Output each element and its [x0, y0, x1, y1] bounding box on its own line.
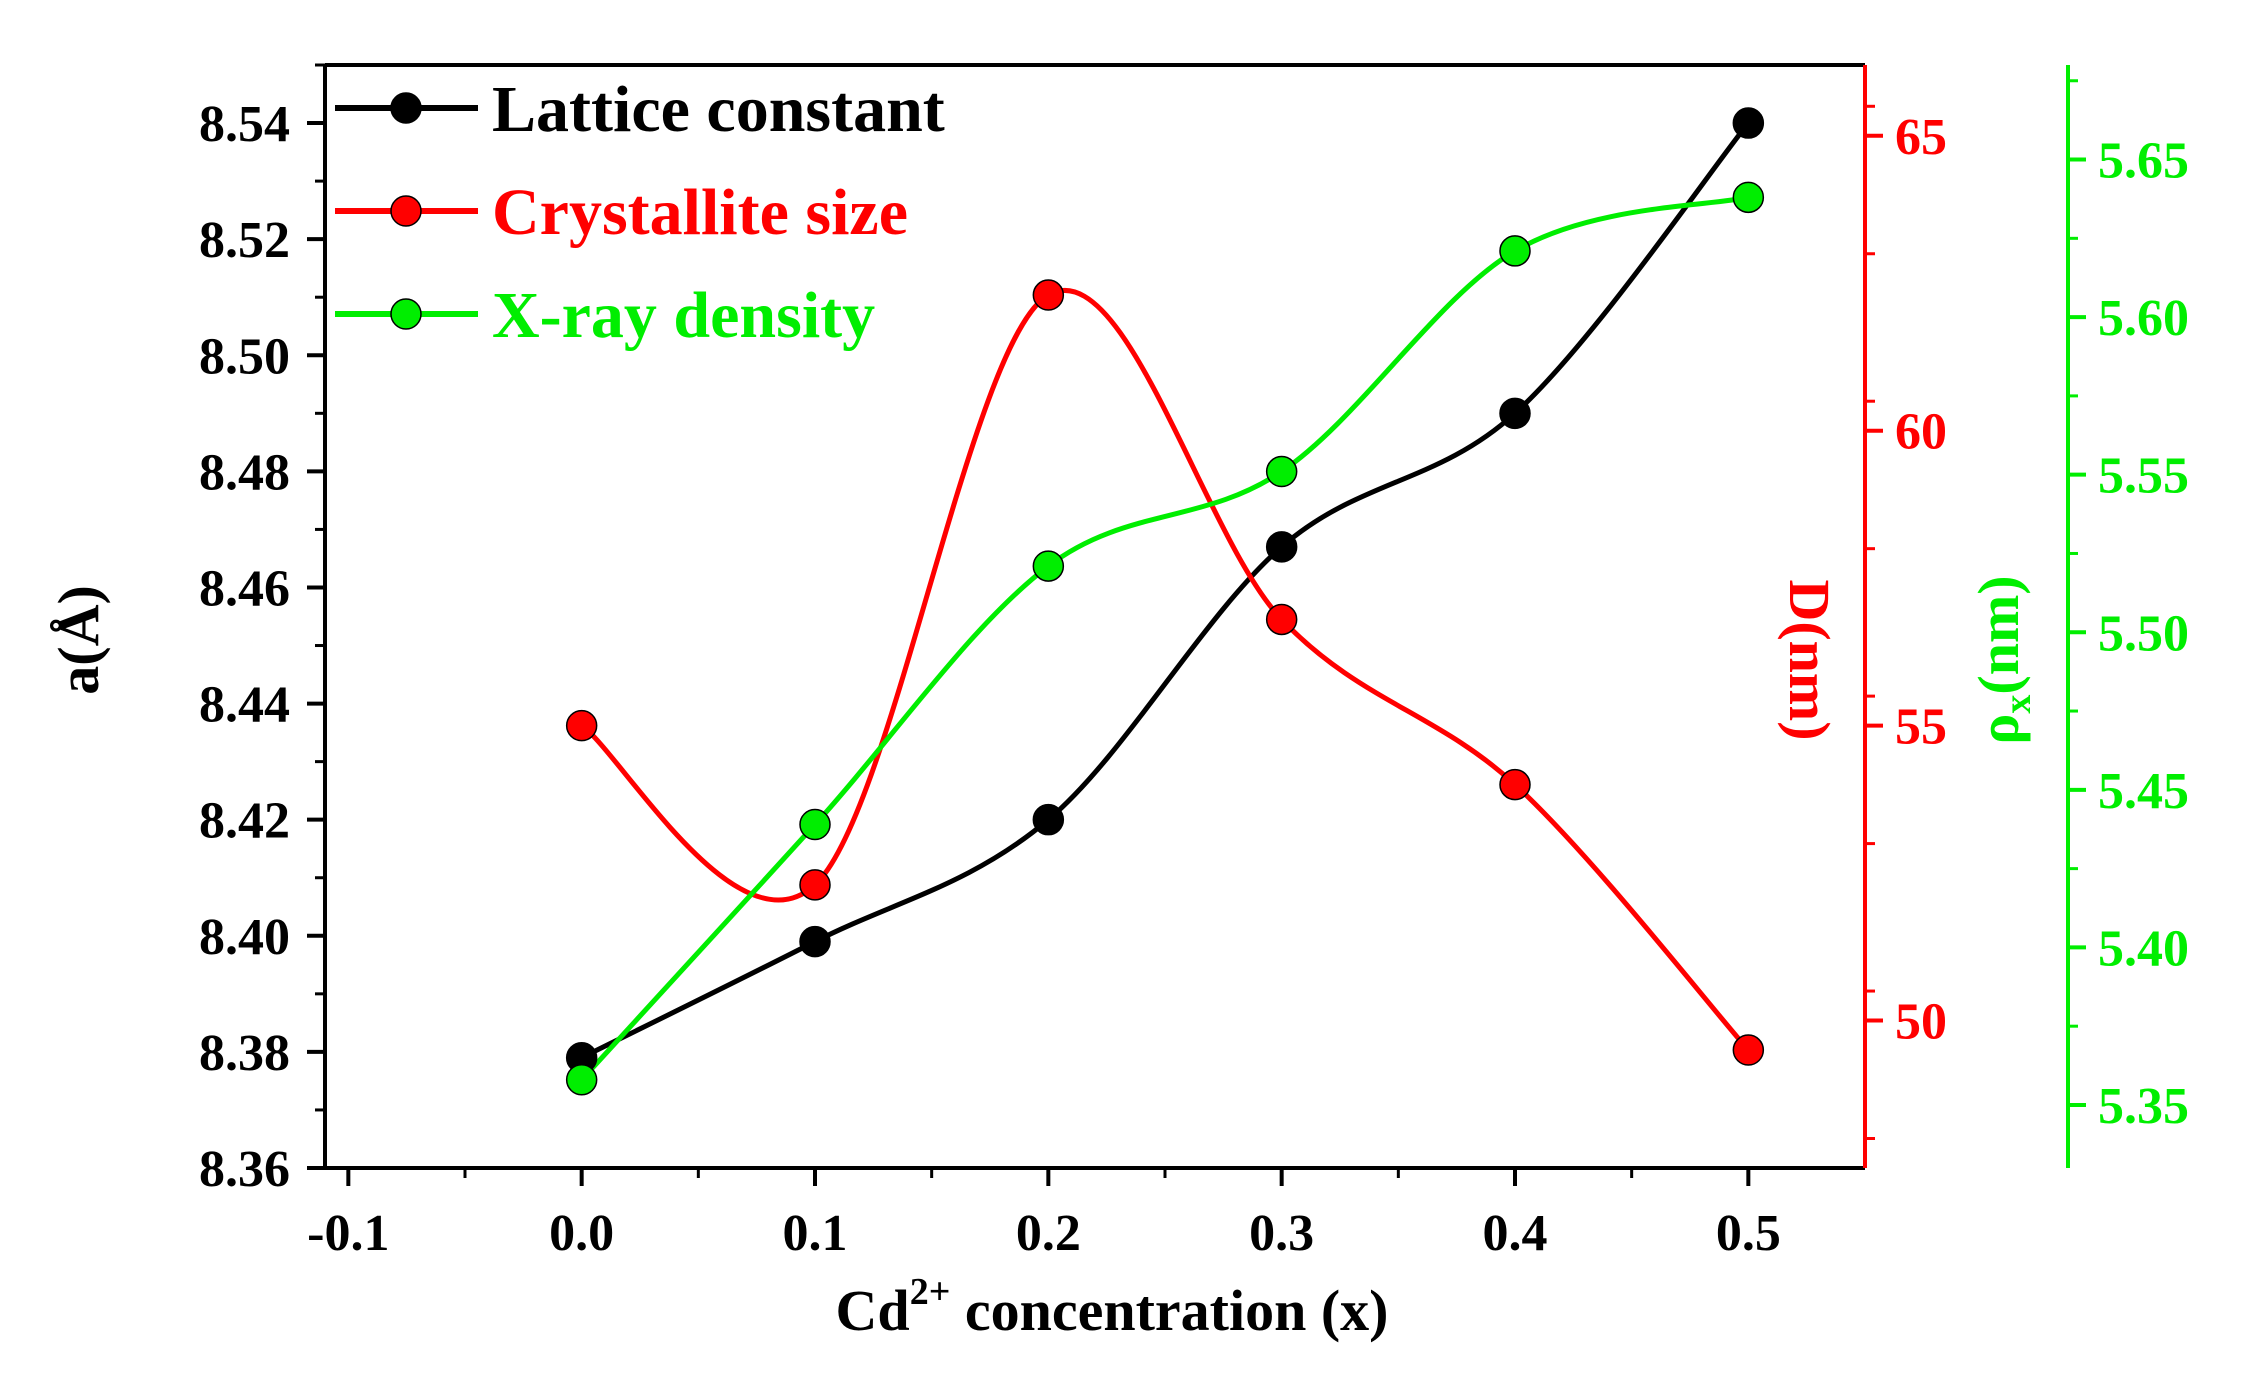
- series-line-crystallite-size: [580, 288, 1751, 1052]
- right-density-tick-label-0: 5.35: [2098, 1078, 2189, 1135]
- right-density-tick-label-1: 5.40: [2098, 920, 2189, 977]
- legend: Lattice constant Crystallite size X-ray de…: [335, 73, 945, 352]
- x-tick-label-3: 0.2: [1016, 1205, 1081, 1262]
- series-markers: [565, 107, 1765, 1096]
- left-tick-label-2: 8.40: [199, 909, 290, 966]
- left-tick-label-9: 8.54: [199, 96, 290, 153]
- marker-x-ray-density-5: [1732, 181, 1765, 214]
- x-axis-title: Cd2+ concentration (x): [836, 1271, 1389, 1343]
- left-axis-title: a(Å): [46, 585, 111, 695]
- marker-x-ray-density-3: [1265, 455, 1298, 488]
- x-tick-label-5: 0.4: [1483, 1205, 1548, 1262]
- legend-marker-x-ray-density: [390, 298, 422, 330]
- legend-label-x-ray-density: X-ray density: [492, 279, 875, 352]
- series-line-lattice-constant: [580, 121, 1751, 1060]
- legend-label-crystallite-size: Crystallite size: [492, 176, 908, 249]
- left-tick-label-0: 8.36: [199, 1141, 290, 1198]
- left-tick-label-5: 8.46: [199, 560, 290, 617]
- right-density-tick-label-4: 5.55: [2098, 448, 2189, 505]
- left-tick-label-3: 8.42: [199, 793, 290, 850]
- marker-lattice-constant-1: [799, 925, 831, 958]
- axis-ticks: -0.1 0.0 0.1 0.2 0.3 0.4 0.5 8.36 8.38 8.40 8.42 8.…: [199, 63, 2189, 1262]
- right-density-tick-label-6: 5.65: [2098, 133, 2189, 190]
- marker-x-ray-density-2: [1032, 550, 1065, 582]
- x-tick-label-6: 0.5: [1716, 1205, 1781, 1262]
- x-tick-label-0: -0.1: [307, 1205, 389, 1262]
- series-lines: [579, 121, 1751, 1082]
- right-d-tick-label-3: 65: [1895, 109, 1947, 166]
- marker-lattice-constant-5: [1732, 107, 1765, 139]
- marker-crystallite-size-4: [1499, 768, 1531, 801]
- marker-lattice-constant-2: [1032, 803, 1065, 836]
- right-axis-d-title: D(nm): [1777, 579, 1842, 740]
- right-d-tick-label-1: 55: [1895, 699, 1947, 756]
- left-tick-label-7: 8.50: [199, 328, 290, 385]
- legend-label-lattice-constant: Lattice constant: [492, 73, 945, 146]
- marker-x-ray-density-4: [1499, 235, 1531, 267]
- right-d-tick-label-2: 60: [1895, 404, 1947, 461]
- legend-marker-lattice-constant: [390, 92, 422, 124]
- marker-lattice-constant-4: [1499, 397, 1531, 430]
- marker-crystallite-size-0: [565, 709, 598, 742]
- x-tick-label-2: 0.1: [783, 1205, 848, 1262]
- marker-x-ray-density-1: [799, 808, 831, 841]
- marker-crystallite-size-2: [1032, 279, 1065, 311]
- left-tick-label-4: 8.44: [199, 677, 290, 734]
- marker-crystallite-size-1: [799, 869, 831, 901]
- x-tick-label-1: 0.0: [549, 1205, 614, 1262]
- marker-crystallite-size-3: [1265, 603, 1298, 636]
- marker-crystallite-size-5: [1732, 1034, 1765, 1066]
- right-d-tick-label-0: 50: [1895, 994, 1947, 1051]
- right-density-tick-label-3: 5.50: [2098, 605, 2189, 662]
- left-tick-label-8: 8.52: [199, 212, 290, 269]
- left-tick-label-6: 8.48: [199, 444, 290, 501]
- right-axis-density-title: ρx(nm): [1966, 575, 2039, 744]
- left-tick-label-1: 8.38: [199, 1025, 290, 1082]
- right-density-tick-label-2: 5.45: [2098, 763, 2189, 820]
- marker-lattice-constant-3: [1265, 531, 1298, 563]
- legend-marker-crystallite-size: [390, 195, 422, 227]
- x-tick-label-4: 0.3: [1249, 1205, 1314, 1262]
- right-density-tick-label-5: 5.60: [2098, 290, 2189, 347]
- marker-x-ray-density-0: [565, 1064, 598, 1096]
